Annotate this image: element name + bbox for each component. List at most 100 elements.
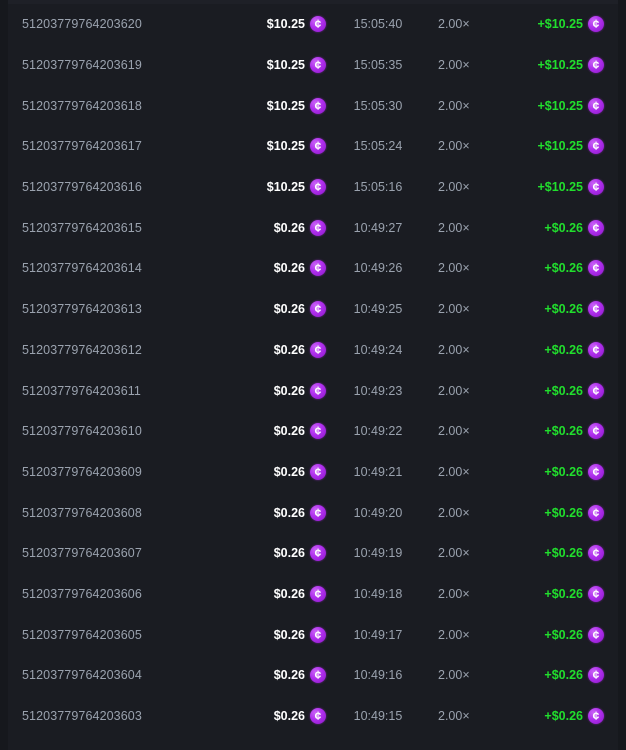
bet-amount-cell: $0.26: [204, 667, 326, 684]
bet-amount: $10.25: [266, 98, 305, 113]
bet-multiplier: 2.00×: [438, 98, 470, 113]
payout-amount: +$0.26: [544, 546, 583, 561]
table-row[interactable]: 51203779764203604 $0.26 10:49:16 2.00× +$0.2…: [8, 655, 618, 696]
bet-multiplier: 2.00×: [438, 261, 470, 276]
bet-multiplier: 2.00×: [438, 220, 470, 235]
payout-amount: +$0.26: [544, 627, 583, 642]
coin-icon: [588, 138, 604, 155]
coin-icon: [310, 260, 326, 277]
table-row[interactable]: 51203779764203620 $10.25 15:05:40 2.00× +$10…: [8, 4, 618, 45]
payout-amount: +$10.25: [537, 98, 583, 113]
table-row[interactable]: 51203779764203610 $0.26 10:49:22 2.00× +$0.2…: [8, 411, 618, 452]
payout-cell: +$0.26: [516, 504, 604, 521]
coin-icon: [588, 341, 604, 358]
bet-id: 51203779764203614: [22, 261, 142, 276]
payout-amount: +$0.26: [544, 586, 583, 601]
bet-history-list[interactable]: 51203779764203620 $10.25 15:05:40 2.00× +$10…: [8, 4, 618, 736]
bet-id: 51203779764203611: [22, 383, 141, 398]
bet-amount-cell: $0.26: [204, 626, 326, 643]
bet-amount-cell: $0.26: [204, 504, 326, 521]
payout-cell: +$0.26: [516, 545, 604, 562]
bet-time: 15:05:24: [353, 139, 403, 154]
bet-time: 10:49:24: [353, 342, 403, 357]
bet-amount-cell: $0.26: [204, 423, 326, 440]
payout-amount: +$0.26: [544, 342, 583, 357]
table-row[interactable]: 51203779764203617 $10.25 15:05:24 2.00× +$10…: [8, 126, 618, 167]
coin-icon: [588, 423, 604, 440]
bet-time: 15:05:35: [353, 58, 403, 73]
bet-amount-cell: $0.26: [204, 341, 326, 358]
table-row[interactable]: 51203779764203608 $0.26 10:49:20 2.00× +$0.2…: [8, 492, 618, 533]
payout-amount: +$0.26: [544, 220, 583, 235]
bet-amount-cell: $0.26: [204, 219, 326, 236]
bet-amount-cell: $10.25: [204, 179, 326, 196]
coin-icon: [588, 504, 604, 521]
payout-amount: +$0.26: [544, 464, 583, 479]
coin-icon: [310, 179, 326, 196]
bet-id: 51203779764203610: [22, 424, 142, 439]
bet-time: 10:49:23: [353, 383, 403, 398]
bet-multiplier: 2.00×: [438, 627, 470, 642]
bet-multiplier: 2.00×: [438, 383, 470, 398]
panel-top-edge: [8, 0, 618, 4]
bet-id: 51203779764203619: [22, 58, 142, 73]
bet-amount-cell: $0.26: [204, 545, 326, 562]
table-row[interactable]: 51203779764203616 $10.25 15:05:16 2.00× +$10…: [8, 167, 618, 208]
table-row[interactable]: 51203779764203612 $0.26 10:49:24 2.00× +$0.2…: [8, 330, 618, 371]
bet-amount: $0.26: [273, 220, 305, 235]
coin-icon: [310, 219, 326, 236]
bet-id: 51203779764203607: [22, 546, 142, 561]
bet-amount: $0.26: [273, 586, 305, 601]
coin-icon: [310, 301, 326, 318]
table-row[interactable]: 51203779764203609 $0.26 10:49:21 2.00× +$0.2…: [8, 452, 618, 493]
bet-amount: $10.25: [266, 180, 305, 195]
bet-amount: $0.26: [273, 383, 305, 398]
coin-icon: [310, 97, 326, 114]
bet-multiplier: 2.00×: [438, 424, 470, 439]
bet-id: 51203779764203612: [22, 342, 142, 357]
bet-id: 51203779764203616: [22, 180, 142, 195]
bet-multiplier: 2.00×: [438, 139, 470, 154]
table-row[interactable]: 51203779764203605 $0.26 10:49:17 2.00× +$0.2…: [8, 614, 618, 655]
payout-cell: +$0.26: [516, 382, 604, 399]
table-row[interactable]: 51203779764203614 $0.26 10:49:26 2.00× +$0.2…: [8, 248, 618, 289]
table-row[interactable]: 51203779764203607 $0.26 10:49:19 2.00× +$0.2…: [8, 533, 618, 574]
bet-amount: $0.26: [273, 261, 305, 276]
table-row[interactable]: 51203779764203619 $10.25 15:05:35 2.00× +$10…: [8, 45, 618, 86]
coin-icon: [588, 260, 604, 277]
bet-amount-cell: $0.26: [204, 301, 326, 318]
table-row[interactable]: 51203779764203611 $0.26 10:49:23 2.00× +$0.2…: [8, 370, 618, 411]
bet-amount-cell: $10.25: [204, 97, 326, 114]
payout-cell: +$0.26: [516, 708, 604, 725]
table-row[interactable]: 51203779764203606 $0.26 10:49:18 2.00× +$0.2…: [8, 574, 618, 615]
coin-icon: [310, 504, 326, 521]
table-row[interactable]: 51203779764203603 $0.26 10:49:15 2.00× +$0.2…: [8, 696, 618, 737]
coin-icon: [588, 301, 604, 318]
table-row[interactable]: 51203779764203613 $0.26 10:49:25 2.00× +$0.2…: [8, 289, 618, 330]
bet-time: 10:49:17: [353, 627, 403, 642]
bet-time: 10:49:27: [353, 220, 403, 235]
bet-time: 10:49:18: [353, 586, 403, 601]
payout-amount: +$10.25: [537, 180, 583, 195]
coin-icon: [588, 179, 604, 196]
coin-icon: [588, 16, 604, 33]
bet-id: 51203779764203615: [22, 220, 142, 235]
coin-icon: [310, 382, 326, 399]
coin-icon: [310, 585, 326, 602]
payout-cell: +$0.26: [516, 626, 604, 643]
table-row[interactable]: 51203779764203618 $10.25 15:05:30 2.00× +$10…: [8, 85, 618, 126]
payout-cell: +$0.26: [516, 585, 604, 602]
payout-amount: +$0.26: [544, 383, 583, 398]
bet-id: 51203779764203603: [22, 709, 142, 724]
bet-amount-cell: $0.26: [204, 382, 326, 399]
bet-time: 10:49:22: [353, 424, 403, 439]
bet-multiplier: 2.00×: [438, 709, 470, 724]
bet-time: 10:49:21: [353, 464, 403, 479]
payout-amount: +$10.25: [537, 139, 583, 154]
table-row[interactable]: 51203779764203615 $0.26 10:49:27 2.00× +$0.2…: [8, 207, 618, 248]
bet-multiplier: 2.00×: [438, 342, 470, 357]
coin-icon: [310, 423, 326, 440]
bet-id: 51203779764203609: [22, 464, 142, 479]
payout-cell: +$0.26: [516, 260, 604, 277]
